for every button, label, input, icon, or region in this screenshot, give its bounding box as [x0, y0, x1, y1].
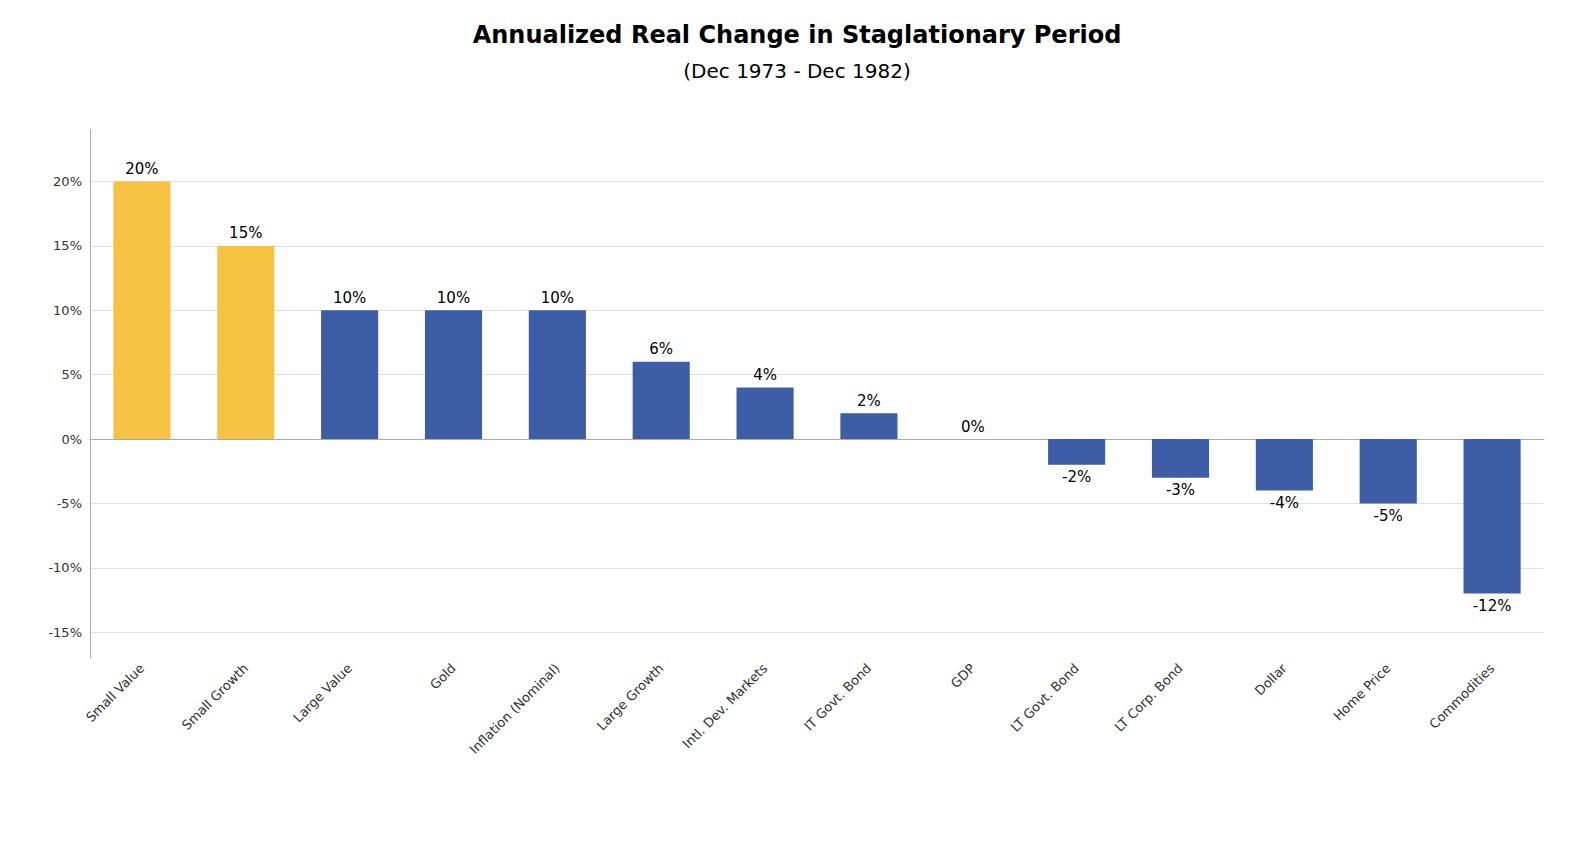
svg-text:10%: 10% — [541, 289, 574, 307]
svg-text:Large Growth: Large Growth — [594, 661, 667, 734]
svg-text:Small Value: Small Value — [83, 661, 147, 725]
svg-text:-12%: -12% — [1473, 597, 1512, 615]
svg-text:10%: 10% — [53, 303, 82, 318]
svg-text:6%: 6% — [649, 340, 673, 358]
svg-text:-15%: -15% — [48, 625, 82, 640]
svg-text:Gold: Gold — [427, 661, 459, 693]
svg-text:GDP: GDP — [948, 661, 978, 691]
svg-text:15%: 15% — [53, 238, 82, 253]
svg-text:LT Govt. Bond: LT Govt. Bond — [1008, 661, 1082, 735]
svg-text:Large Value: Large Value — [290, 661, 355, 726]
svg-text:4%: 4% — [753, 366, 777, 384]
svg-text:-10%: -10% — [48, 560, 82, 575]
svg-text:0%: 0% — [61, 432, 82, 447]
svg-text:0%: 0% — [961, 418, 985, 436]
svg-text:10%: 10% — [437, 289, 470, 307]
svg-text:2%: 2% — [857, 392, 881, 410]
svg-text:Dollar: Dollar — [1252, 660, 1290, 698]
svg-text:20%: 20% — [125, 160, 158, 178]
svg-text:-3%: -3% — [1166, 481, 1195, 499]
svg-text:5%: 5% — [61, 367, 82, 382]
svg-text:-4%: -4% — [1270, 494, 1299, 512]
svg-text:Commodities: Commodities — [1426, 661, 1497, 732]
svg-text:10%: 10% — [333, 289, 366, 307]
svg-text:LT Corp. Bond: LT Corp. Bond — [1112, 661, 1186, 735]
svg-text:Home Price: Home Price — [1330, 661, 1393, 724]
svg-text:-2%: -2% — [1062, 468, 1091, 486]
svg-text:-5%: -5% — [1374, 507, 1403, 525]
svg-text:-5%: -5% — [57, 496, 82, 511]
svg-text:15%: 15% — [229, 224, 262, 242]
svg-text:Inflation (Nominal): Inflation (Nominal) — [466, 661, 562, 757]
svg-text:(Dec 1973 - Dec 1982): (Dec 1973 - Dec 1982) — [683, 59, 910, 83]
svg-text:Intl. Dev. Markets: Intl. Dev. Markets — [680, 661, 771, 752]
svg-text:IT Govt. Bond: IT Govt. Bond — [801, 661, 874, 734]
svg-text:20%: 20% — [53, 174, 82, 189]
svg-text:Small Growth: Small Growth — [179, 661, 251, 733]
svg-text:Annualized Real Change in Stag: Annualized Real Change in Staglationary … — [473, 21, 1122, 49]
